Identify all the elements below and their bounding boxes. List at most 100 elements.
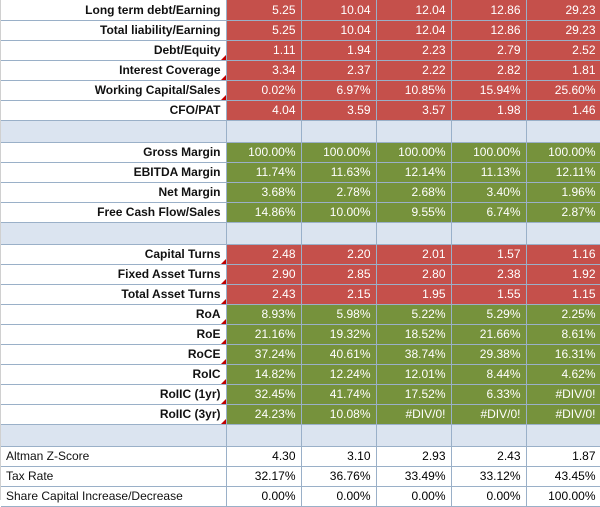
row-label-cell[interactable]: Working Capital/Sales bbox=[1, 80, 227, 101]
value-cell[interactable]: 1.94 bbox=[301, 40, 377, 61]
value-cell[interactable]: 3.57 bbox=[376, 100, 452, 121]
spacer-cell[interactable] bbox=[301, 222, 377, 245]
value-cell[interactable]: 2.43 bbox=[451, 446, 527, 467]
value-cell[interactable]: 21.16% bbox=[226, 324, 302, 345]
row-label-cell[interactable]: Altman Z-Score bbox=[1, 446, 227, 467]
value-cell[interactable]: 36.76% bbox=[301, 466, 377, 487]
value-cell[interactable]: 38.74% bbox=[376, 344, 452, 365]
value-cell[interactable]: 10.04 bbox=[301, 0, 377, 21]
spacer-cell[interactable] bbox=[226, 424, 302, 447]
value-cell[interactable]: 12.24% bbox=[301, 364, 377, 385]
value-cell[interactable]: 0.02% bbox=[226, 80, 302, 101]
value-cell[interactable]: 18.52% bbox=[376, 324, 452, 345]
value-cell[interactable]: 2.20 bbox=[301, 244, 377, 265]
spacer-cell[interactable] bbox=[526, 120, 600, 143]
value-cell[interactable]: 2.87% bbox=[526, 202, 600, 223]
value-cell[interactable]: 1.15 bbox=[526, 284, 600, 305]
value-cell[interactable]: 2.78% bbox=[301, 182, 377, 203]
value-cell[interactable]: 2.38 bbox=[451, 264, 527, 285]
value-cell[interactable]: 29.38% bbox=[451, 344, 527, 365]
row-label-cell[interactable]: Total Asset Turns bbox=[1, 284, 227, 305]
value-cell[interactable]: #DIV/0! bbox=[526, 404, 600, 425]
value-cell[interactable]: 32.17% bbox=[226, 466, 302, 487]
value-cell[interactable]: 3.59 bbox=[301, 100, 377, 121]
value-cell[interactable]: 29.23 bbox=[526, 20, 600, 41]
value-cell[interactable]: 37.24% bbox=[226, 344, 302, 365]
row-label-cell[interactable]: RoIIC (1yr) bbox=[1, 384, 227, 405]
value-cell[interactable]: 0.00% bbox=[451, 486, 527, 507]
value-cell[interactable]: #DIV/0! bbox=[526, 384, 600, 405]
value-cell[interactable]: 11.63% bbox=[301, 162, 377, 183]
spacer-cell[interactable] bbox=[301, 120, 377, 143]
value-cell[interactable]: 33.12% bbox=[451, 466, 527, 487]
value-cell[interactable]: 2.25% bbox=[526, 304, 600, 325]
row-label-cell[interactable]: Long term debt/Earning bbox=[1, 0, 227, 21]
value-cell[interactable]: 1.95 bbox=[376, 284, 452, 305]
value-cell[interactable]: 14.82% bbox=[226, 364, 302, 385]
value-cell[interactable]: 2.01 bbox=[376, 244, 452, 265]
spacer-cell[interactable] bbox=[451, 424, 527, 447]
value-cell[interactable]: 1.96% bbox=[526, 182, 600, 203]
row-label-cell[interactable]: Capital Turns bbox=[1, 244, 227, 265]
value-cell[interactable]: 100.00% bbox=[451, 142, 527, 163]
spacer-cell[interactable] bbox=[451, 120, 527, 143]
value-cell[interactable]: 41.74% bbox=[301, 384, 377, 405]
value-cell[interactable]: 12.86 bbox=[451, 0, 527, 21]
value-cell[interactable]: 11.74% bbox=[226, 162, 302, 183]
value-cell[interactable]: 2.15 bbox=[301, 284, 377, 305]
spacer-cell[interactable] bbox=[526, 222, 600, 245]
value-cell[interactable]: 8.93% bbox=[226, 304, 302, 325]
row-label-cell[interactable]: Total liability/Earning bbox=[1, 20, 227, 41]
value-cell[interactable]: #DIV/0! bbox=[451, 404, 527, 425]
value-cell[interactable]: 100.00% bbox=[376, 142, 452, 163]
value-cell[interactable]: 5.25 bbox=[226, 20, 302, 41]
value-cell[interactable]: 12.04 bbox=[376, 20, 452, 41]
value-cell[interactable]: 32.45% bbox=[226, 384, 302, 405]
value-cell[interactable]: 2.68% bbox=[376, 182, 452, 203]
value-cell[interactable]: 1.92 bbox=[526, 264, 600, 285]
value-cell[interactable]: 16.31% bbox=[526, 344, 600, 365]
value-cell[interactable]: 24.23% bbox=[226, 404, 302, 425]
spacer-cell[interactable] bbox=[1, 120, 227, 143]
value-cell[interactable]: 43.45% bbox=[526, 466, 600, 487]
value-cell[interactable]: 33.49% bbox=[376, 466, 452, 487]
spacer-cell[interactable] bbox=[1, 222, 227, 245]
value-cell[interactable]: 4.30 bbox=[226, 446, 302, 467]
row-label-cell[interactable]: RoE bbox=[1, 324, 227, 345]
row-label-cell[interactable]: CFO/PAT bbox=[1, 100, 227, 121]
value-cell[interactable]: 2.80 bbox=[376, 264, 452, 285]
value-cell[interactable]: 14.86% bbox=[226, 202, 302, 223]
spacer-cell[interactable] bbox=[1, 424, 227, 447]
spacer-cell[interactable] bbox=[376, 222, 452, 245]
value-cell[interactable]: 8.61% bbox=[526, 324, 600, 345]
value-cell[interactable]: 2.82 bbox=[451, 60, 527, 81]
value-cell[interactable]: 2.48 bbox=[226, 244, 302, 265]
row-label-cell[interactable]: RoA bbox=[1, 304, 227, 325]
value-cell[interactable]: 40.61% bbox=[301, 344, 377, 365]
value-cell[interactable]: 12.86 bbox=[451, 20, 527, 41]
value-cell[interactable]: 12.11% bbox=[526, 162, 600, 183]
value-cell[interactable]: 1.87 bbox=[526, 446, 600, 467]
value-cell[interactable]: 17.52% bbox=[376, 384, 452, 405]
value-cell[interactable]: 9.55% bbox=[376, 202, 452, 223]
value-cell[interactable]: 21.66% bbox=[451, 324, 527, 345]
value-cell[interactable]: 1.98 bbox=[451, 100, 527, 121]
value-cell[interactable]: 10.00% bbox=[301, 202, 377, 223]
value-cell[interactable]: 2.22 bbox=[376, 60, 452, 81]
value-cell[interactable]: 2.79 bbox=[451, 40, 527, 61]
value-cell[interactable]: 3.40% bbox=[451, 182, 527, 203]
value-cell[interactable]: 1.16 bbox=[526, 244, 600, 265]
value-cell[interactable]: 5.98% bbox=[301, 304, 377, 325]
value-cell[interactable]: 12.01% bbox=[376, 364, 452, 385]
row-label-cell[interactable]: Debt/Equity bbox=[1, 40, 227, 61]
value-cell[interactable]: 0.00% bbox=[301, 486, 377, 507]
value-cell[interactable]: 12.14% bbox=[376, 162, 452, 183]
value-cell[interactable]: 4.62% bbox=[526, 364, 600, 385]
row-label-cell[interactable]: Free Cash Flow/Sales bbox=[1, 202, 227, 223]
value-cell[interactable]: 100.00% bbox=[526, 486, 600, 507]
value-cell[interactable]: 15.94% bbox=[451, 80, 527, 101]
value-cell[interactable]: 2.52 bbox=[526, 40, 600, 61]
value-cell[interactable]: 11.13% bbox=[451, 162, 527, 183]
value-cell[interactable]: 29.23 bbox=[526, 0, 600, 21]
value-cell[interactable]: 10.08% bbox=[301, 404, 377, 425]
